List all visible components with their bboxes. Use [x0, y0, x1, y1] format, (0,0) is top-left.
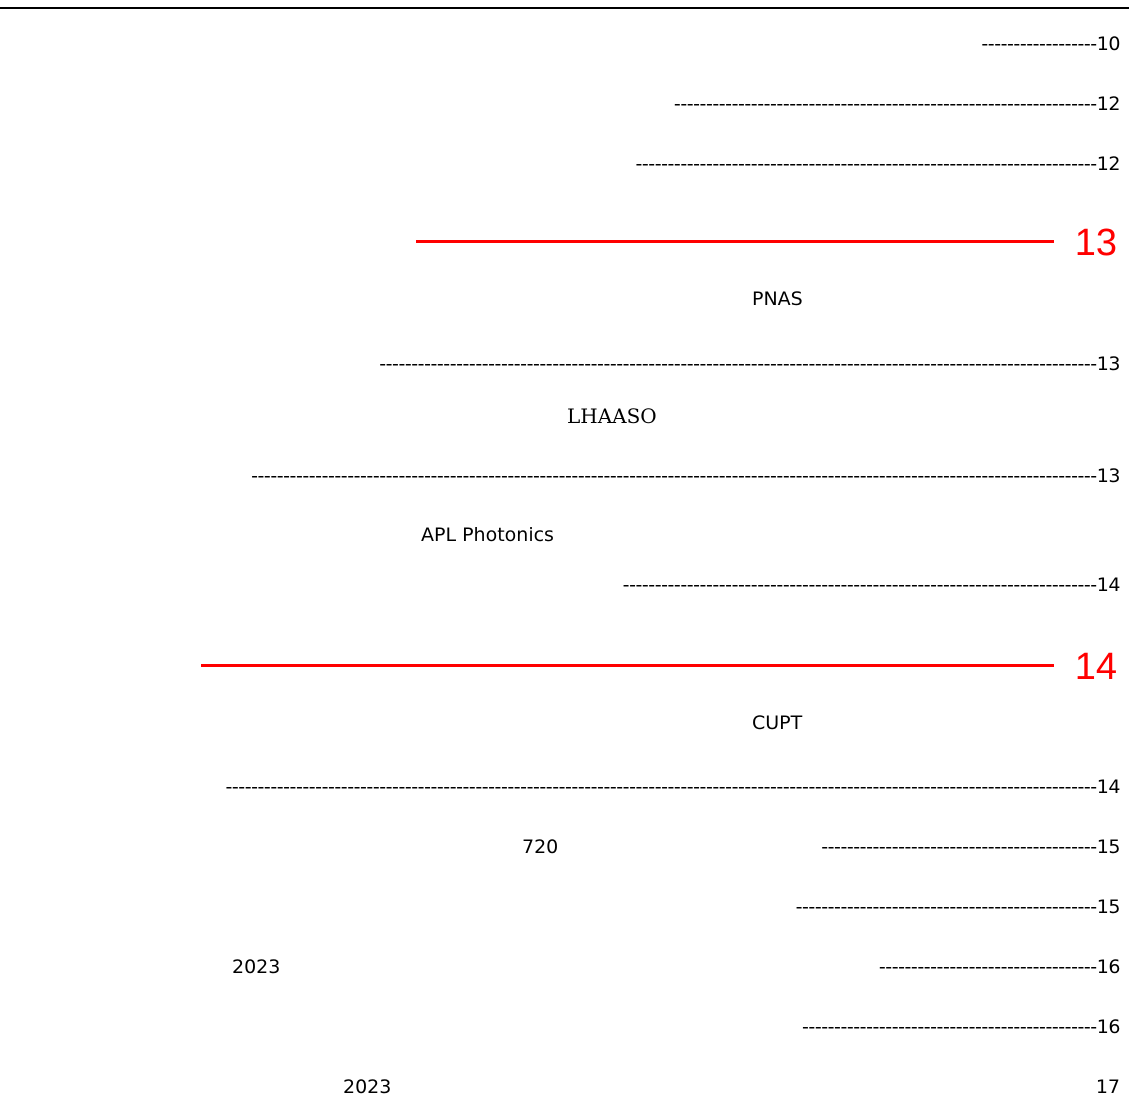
toc-leader: ----------------------------------------… — [635, 153, 1097, 175]
toc-title-2023-b: 2023 — [343, 1076, 392, 1098]
toc-entry-9[interactable]: ----------------------------------------… — [226, 778, 1121, 797]
toc-page-number: 15 — [1096, 836, 1121, 858]
toc-page-number[interactable]: 17 — [1095, 1076, 1120, 1098]
toc-page-number: 13 — [1096, 465, 1121, 487]
toc-page-number: 15 — [1096, 896, 1121, 918]
toc-title-cupt: CUPT — [752, 712, 803, 734]
toc-leader: ----------------------------------------… — [821, 836, 1097, 858]
toc-page-number: 12 — [1096, 153, 1121, 175]
top-rule — [0, 7, 1129, 9]
toc-entry-10[interactable]: ----------------------------------------… — [821, 838, 1120, 857]
toc-page-number-highlight[interactable]: 14 — [1074, 646, 1117, 688]
toc-leader: ----------------------------------------… — [379, 353, 1097, 375]
toc-entry-11[interactable]: ----------------------------------------… — [795, 896, 1121, 918]
toc-title-720: 720 — [522, 836, 559, 858]
toc-entry-3[interactable]: ----------------------------------------… — [635, 155, 1120, 174]
toc-page-number: 16 — [1096, 1016, 1121, 1038]
toc-entry-2[interactable]: ----------------------------------------… — [673, 93, 1121, 115]
toc-entry-6[interactable]: ----------------------------------------… — [251, 467, 1120, 486]
toc-entry-12[interactable]: ----------------------------------16 — [878, 956, 1121, 978]
toc-entry-7[interactable]: ----------------------------------------… — [622, 574, 1121, 596]
toc-title-apl-photonics: APL Photonics — [421, 524, 554, 546]
toc-entry-1[interactable]: ------------------10 — [981, 35, 1120, 54]
toc-page-number: 12 — [1096, 93, 1121, 115]
toc-leader: ----------------------------------------… — [673, 93, 1097, 115]
toc-red-leader — [201, 664, 1054, 667]
toc-page-number: 16 — [1096, 956, 1121, 978]
toc-leader: ----------------------------------------… — [225, 776, 1098, 798]
toc-title-2023: 2023 — [232, 956, 281, 978]
toc-leader: ----------------------------------------… — [622, 574, 1097, 596]
toc-red-leader — [416, 240, 1054, 243]
toc-page-number: 13 — [1096, 353, 1121, 375]
toc-title-lhaaso: LHAASO — [567, 404, 657, 428]
toc-leader: ----------------------------------------… — [251, 465, 1097, 487]
toc-title-pnas: PNAS — [752, 288, 803, 310]
toc-page-number-highlight[interactable]: 13 — [1074, 222, 1117, 264]
toc-page-number: 14 — [1096, 776, 1121, 798]
toc-page-number: 10 — [1096, 33, 1121, 55]
toc-entry-5[interactable]: ----------------------------------------… — [379, 355, 1120, 374]
toc-leader: ------------------ — [981, 33, 1097, 55]
toc-page-number: 14 — [1096, 574, 1121, 596]
toc-leader: ---------------------------------- — [878, 956, 1097, 978]
toc-leader: ----------------------------------------… — [802, 1016, 1097, 1038]
toc-entry-13[interactable]: ----------------------------------------… — [802, 1018, 1120, 1037]
toc-leader: ----------------------------------------… — [795, 896, 1098, 918]
